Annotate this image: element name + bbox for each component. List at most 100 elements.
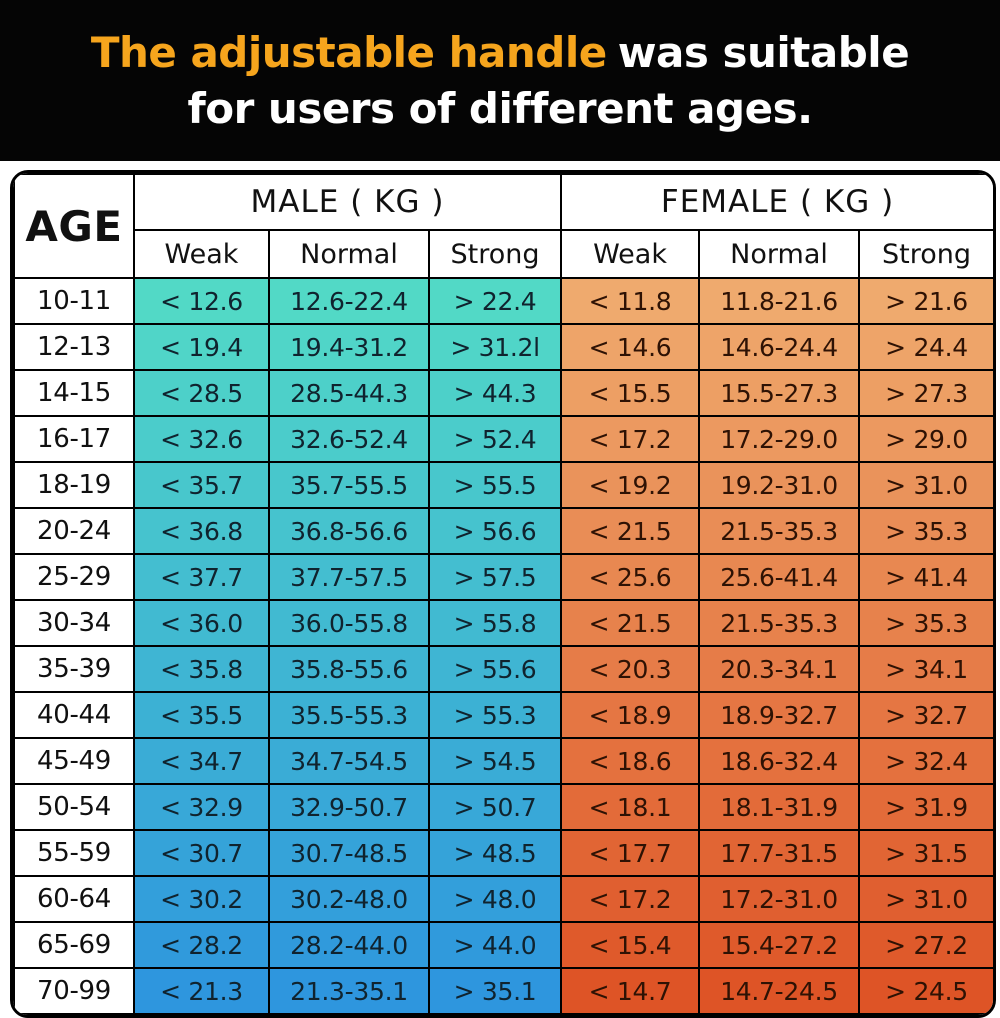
female-value-cell: > 31.0 — [858, 461, 993, 509]
strength-table: AGE MALE ( KG ) FEMALE ( KG ) Weak Norma… — [10, 170, 996, 1018]
male-value-cell: 30.2-48.0 — [268, 875, 430, 923]
female-value-cell: < 18.9 — [560, 691, 701, 739]
male-value-cell: > 56.6 — [427, 507, 563, 555]
table-row: 16-17 < 32.6 32.6-52.4 > 52.4 < 17.2 17.2-29.… — [13, 415, 993, 463]
female-weak-header: Weak — [560, 229, 701, 279]
table-row: 14-15 < 28.5 28.5-44.3 > 44.3 < 15.5 15.5-27.… — [13, 369, 993, 417]
male-weak-header: Weak — [133, 229, 270, 279]
female-value-cell: > 27.3 — [858, 369, 993, 417]
female-value-cell: > 21.6 — [858, 277, 993, 325]
female-value-cell: 15.5-27.3 — [698, 369, 861, 417]
male-value-cell: 32.9-50.7 — [268, 783, 430, 831]
male-value-cell: < 37.7 — [133, 553, 270, 601]
female-value-cell: > 35.3 — [858, 507, 993, 555]
male-value-cell: 37.7-57.5 — [268, 553, 430, 601]
female-value-cell: < 17.2 — [560, 875, 701, 923]
male-value-cell: > 44.3 — [427, 369, 563, 417]
age-range-cell: 14-15 — [13, 369, 135, 417]
table-row: 40-44 < 35.5 35.5-55.3 > 55.3 < 18.9 18.9-32.… — [13, 691, 993, 739]
female-value-cell: > 31.0 — [858, 875, 993, 923]
male-value-cell: < 12.6 — [133, 277, 270, 325]
age-range-cell: 18-19 — [13, 461, 135, 509]
male-value-cell: > 48.5 — [427, 829, 563, 877]
female-value-cell: 17.2-29.0 — [698, 415, 861, 463]
female-value-cell: 21.5-35.3 — [698, 599, 861, 647]
male-value-cell: 28.5-44.3 — [268, 369, 430, 417]
male-value-cell: < 35.7 — [133, 461, 270, 509]
female-value-cell: 25.6-41.4 — [698, 553, 861, 601]
female-value-cell: > 24.4 — [858, 323, 993, 371]
male-value-cell: > 31.2l — [427, 323, 563, 371]
male-value-cell: > 35.1 — [427, 967, 563, 1015]
age-range-cell: 10-11 — [13, 277, 135, 325]
age-range-cell: 20-24 — [13, 507, 135, 555]
male-value-cell: 19.4-31.2 — [268, 323, 430, 371]
male-value-cell: 30.7-48.5 — [268, 829, 430, 877]
female-value-cell: < 17.2 — [560, 415, 701, 463]
female-value-cell: < 14.7 — [560, 967, 701, 1015]
table-row: 35-39 < 35.8 35.8-55.6 > 55.6 < 20.3 20.3-34.… — [13, 645, 993, 693]
table-row: 50-54 < 32.9 32.9-50.7 > 50.7 < 18.1 18.1-31.… — [13, 783, 993, 831]
female-value-cell: > 24.5 — [858, 967, 993, 1015]
title-line-2: for users of different ages. — [187, 83, 813, 133]
male-value-cell: 21.3-35.1 — [268, 967, 430, 1015]
male-value-cell: < 30.2 — [133, 875, 270, 923]
male-normal-header: Normal — [268, 229, 430, 279]
table-row: 10-11 < 12.6 12.6-22.4 > 22.4 < 11.8 11.8-21.… — [13, 277, 993, 325]
male-value-cell: > 22.4 — [427, 277, 563, 325]
female-value-cell: 11.8-21.6 — [698, 277, 861, 325]
table-row: 65-69 < 28.2 28.2-44.0 > 44.0 < 15.4 15.4-27.… — [13, 921, 993, 969]
female-value-cell: 14.7-24.5 — [698, 967, 861, 1015]
female-strong-header: Strong — [858, 229, 993, 279]
male-value-cell: < 32.9 — [133, 783, 270, 831]
female-value-cell: 15.4-27.2 — [698, 921, 861, 969]
male-value-cell: 34.7-54.5 — [268, 737, 430, 785]
age-range-cell: 12-13 — [13, 323, 135, 371]
male-value-cell: < 28.5 — [133, 369, 270, 417]
male-value-cell: < 36.0 — [133, 599, 270, 647]
male-value-cell: 36.0-55.8 — [268, 599, 430, 647]
age-range-cell: 55-59 — [13, 829, 135, 877]
female-group-header: FEMALE ( KG ) — [560, 173, 993, 231]
male-value-cell: < 35.5 — [133, 691, 270, 739]
title-line-1: The adjustable handle was suitable — [90, 26, 910, 80]
male-value-cell: > 57.5 — [427, 553, 563, 601]
age-range-cell: 16-17 — [13, 415, 135, 463]
male-value-cell: > 55.5 — [427, 461, 563, 509]
male-value-cell: > 54.5 — [427, 737, 563, 785]
male-value-cell: < 21.3 — [133, 967, 270, 1015]
table-row: 25-29 < 37.7 37.7-57.5 > 57.5 < 25.6 25.6-41.… — [13, 553, 993, 601]
female-value-cell: < 15.4 — [560, 921, 701, 969]
male-value-cell: > 55.6 — [427, 645, 563, 693]
age-range-cell: 65-69 — [13, 921, 135, 969]
female-value-cell: < 11.8 — [560, 277, 701, 325]
female-value-cell: > 32.7 — [858, 691, 993, 739]
male-value-cell: < 35.8 — [133, 645, 270, 693]
title-highlight: The adjustable handle — [90, 27, 607, 77]
age-range-cell: 60-64 — [13, 875, 135, 923]
table-row: 70-99 < 21.3 21.3-35.1 > 35.1 < 14.7 14.7-24.… — [13, 967, 993, 1015]
male-value-cell: 12.6-22.4 — [268, 277, 430, 325]
table-row: 20-24 < 36.8 36.8-56.6 > 56.6 < 21.5 21.5-35.… — [13, 507, 993, 555]
table-row: 18-19 < 35.7 35.7-55.5 > 55.5 < 19.2 19.2-31.… — [13, 461, 993, 509]
age-range-cell: 35-39 — [13, 645, 135, 693]
table-row: 12-13 < 19.4 19.4-31.2 > 31.2l < 14.6 14.6-24… — [13, 323, 993, 371]
female-value-cell: < 18.1 — [560, 783, 701, 831]
female-value-cell: 21.5-35.3 — [698, 507, 861, 555]
table-row: 55-59 < 30.7 30.7-48.5 > 48.5 < 17.7 17.7-31.… — [13, 829, 993, 877]
female-value-cell: > 41.4 — [858, 553, 993, 601]
female-value-cell: < 15.5 — [560, 369, 701, 417]
table-row: 30-34 < 36.0 36.0-55.8 > 55.8 < 21.5 21.5-35.… — [13, 599, 993, 647]
title-rest: was suitable — [617, 27, 910, 77]
female-value-cell: 17.2-31.0 — [698, 875, 861, 923]
female-value-cell: 17.7-31.5 — [698, 829, 861, 877]
male-value-cell: > 52.4 — [427, 415, 563, 463]
female-value-cell: > 32.4 — [858, 737, 993, 785]
table-row: 60-64 < 30.2 30.2-48.0 > 48.0 < 17.2 17.2-31.… — [13, 875, 993, 923]
male-value-cell: < 19.4 — [133, 323, 270, 371]
male-value-cell: < 36.8 — [133, 507, 270, 555]
male-value-cell: 35.5-55.3 — [268, 691, 430, 739]
age-range-cell: 70-99 — [13, 967, 135, 1015]
age-range-cell: 50-54 — [13, 783, 135, 831]
title-banner: The adjustable handle was suitable for us… — [0, 0, 1000, 161]
